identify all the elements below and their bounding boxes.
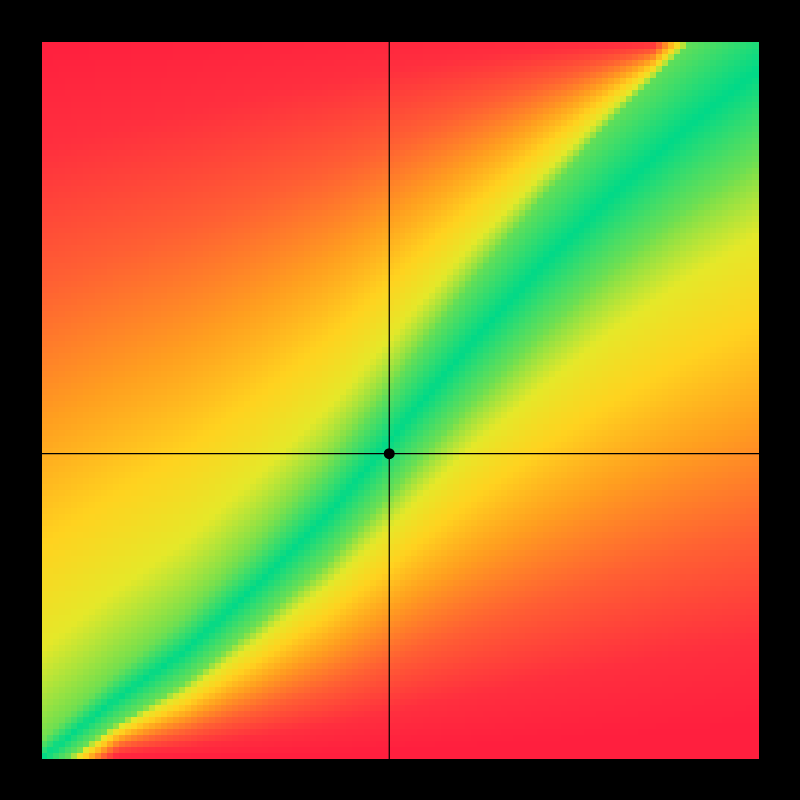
chart-stage: TheBottleneck.com [0,0,800,800]
crosshair-overlay [0,0,800,800]
